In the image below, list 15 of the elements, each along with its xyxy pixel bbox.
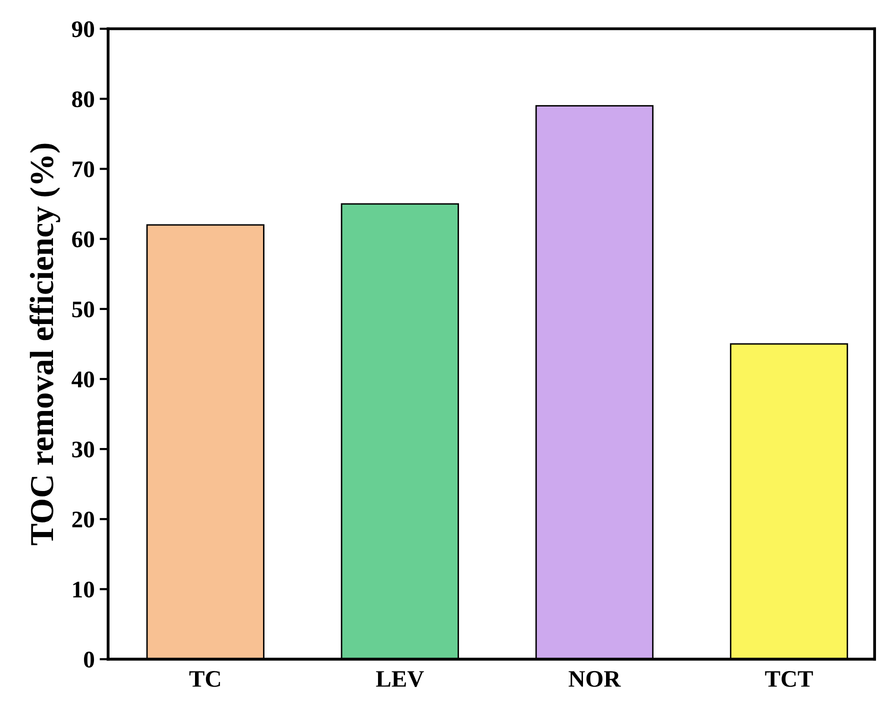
- x-tick-label: TC: [189, 671, 220, 687]
- y-tick-label: 70: [72, 161, 94, 178]
- y-tick-label: 50: [72, 301, 94, 318]
- x-tick-label: NOR: [568, 671, 621, 687]
- y-tick-label: 90: [72, 21, 94, 38]
- x-tick-label: LEV: [376, 671, 424, 688]
- y-tick-label: 10: [73, 582, 94, 598]
- y-tick-label: 80: [72, 91, 94, 108]
- y-tick-label: 30: [72, 442, 94, 458]
- y-tick-label: 0: [84, 652, 94, 668]
- x-tick-label: TCT: [765, 671, 813, 687]
- y-tick-label: 20: [72, 512, 94, 528]
- y-tick-label: 60: [72, 231, 94, 248]
- y-tick-label: 40: [72, 371, 94, 388]
- y-axis-title: TOC removal efficiency (%): [30, 144, 60, 546]
